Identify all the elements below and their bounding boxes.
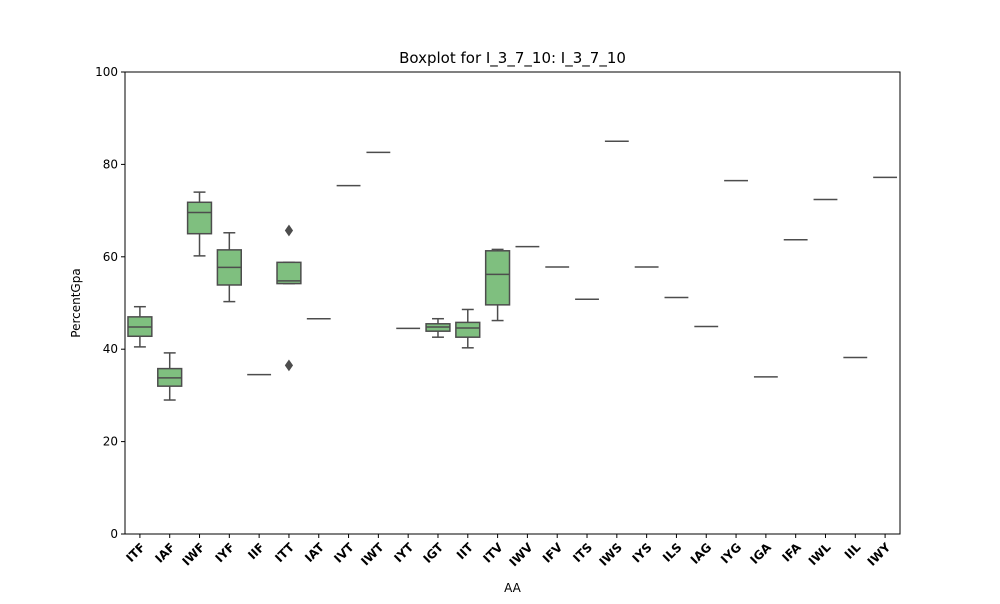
chart-title: Boxplot for I_3_7_10: I_3_7_10: [399, 49, 626, 68]
y-tick-label: 100: [95, 65, 118, 79]
box-flier: [284, 224, 294, 237]
box-body: [186, 201, 213, 235]
y-axis-label: PercentGpa: [69, 268, 83, 337]
box-body: [455, 321, 481, 338]
y-tick-label: 0: [110, 527, 118, 541]
box-body: [276, 261, 302, 285]
y-tick-label: 20: [103, 435, 118, 449]
box-body: [484, 250, 511, 306]
x-axis-label: AA: [504, 581, 522, 595]
box-flier: [284, 359, 294, 372]
y-tick-label: 60: [103, 250, 118, 264]
y-tick-label: 80: [103, 157, 118, 171]
y-tick-label: 40: [103, 342, 118, 356]
plot-frame: [124, 71, 901, 535]
